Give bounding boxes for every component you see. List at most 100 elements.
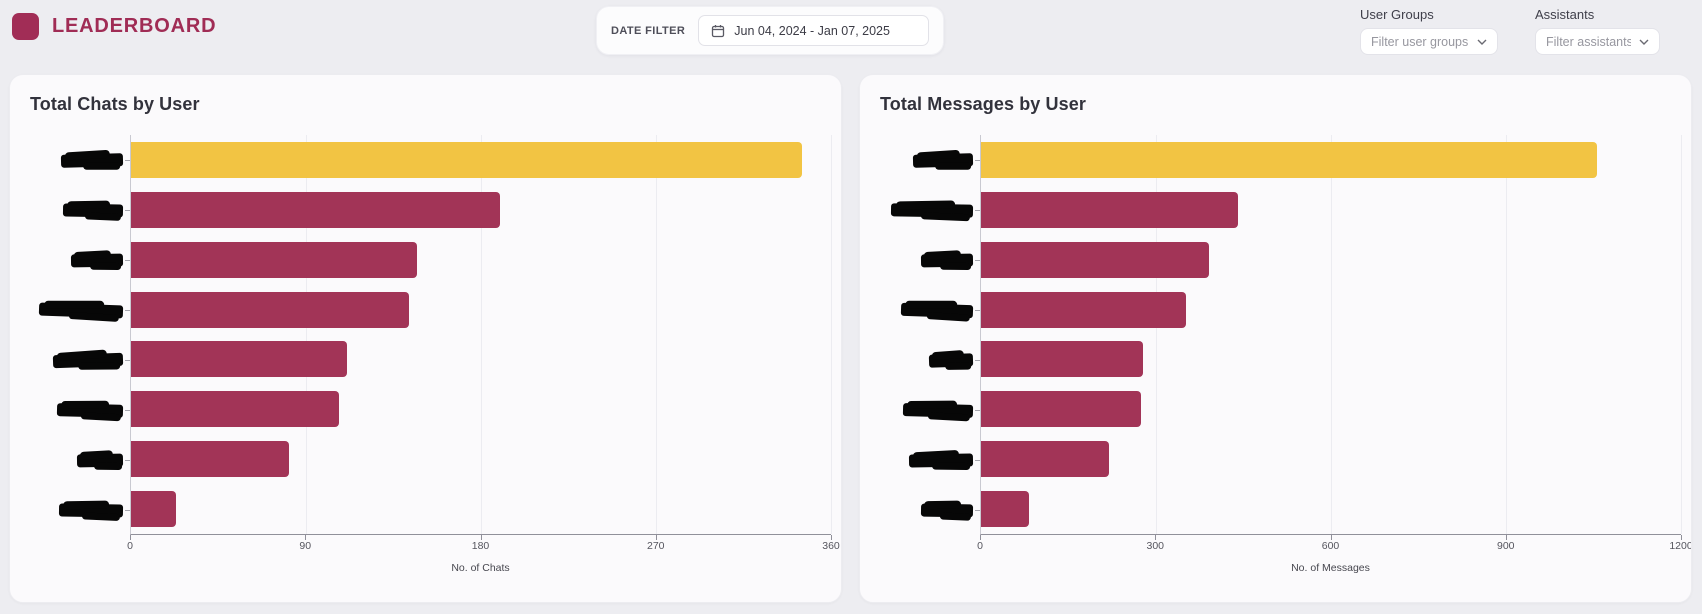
bar-row (981, 185, 1681, 235)
date-filter-label: DATE FILTER (611, 24, 686, 37)
bar-row (131, 185, 831, 235)
tick-mark (655, 535, 657, 540)
y-axis-label-row (880, 435, 980, 485)
y-tick-mark (975, 410, 980, 411)
bar-rank-3 (131, 241, 417, 278)
user-groups-select[interactable]: Filter user groups... (1360, 28, 1498, 55)
tick-label: 1200 (1669, 540, 1692, 552)
user-groups-placeholder: Filter user groups... (1371, 34, 1469, 49)
tick-mark (980, 535, 981, 540)
redacted-user-label (920, 503, 974, 517)
bar-row (131, 235, 831, 285)
tick-mark (130, 535, 131, 540)
gridline (1506, 135, 1507, 534)
tick-label: 0 (977, 540, 983, 552)
bar-rank-7 (981, 441, 1110, 478)
redacted-user-label (62, 202, 124, 218)
redacted-user-label (920, 253, 974, 267)
redacted-user-label (38, 302, 124, 318)
tick-label: 180 (471, 540, 490, 552)
total-chats-card: Total Chats by User 0 90 180 270 360 No. of … (9, 74, 842, 603)
bar-row (981, 285, 1681, 335)
y-tick-mark (125, 360, 130, 361)
gridline (481, 135, 482, 534)
bar-row (131, 434, 831, 484)
tick-label: 600 (1321, 540, 1340, 552)
y-axis-label-row (30, 185, 130, 235)
bar-row (981, 335, 1681, 385)
y-tick-mark (975, 460, 980, 461)
y-tick-mark (975, 360, 980, 361)
x-axis-ticks: 0 300 600 900 1200 (977, 535, 1691, 552)
date-range-value: Jun 04, 2024 - Jan 07, 2025 (734, 23, 890, 38)
y-axis-label-row (880, 285, 980, 335)
bar-row (131, 285, 831, 335)
user-groups-filter: User Groups Filter user groups... (1360, 7, 1498, 55)
brand: LEADERBOARD (12, 13, 216, 40)
redacted-user-label (70, 253, 124, 267)
y-tick-mark (975, 310, 980, 311)
gridline (1156, 135, 1157, 534)
y-tick-mark (125, 410, 130, 411)
tick-mark (1330, 535, 1332, 540)
redacted-user-label (908, 452, 974, 468)
bar-rank-7 (131, 441, 289, 478)
tick-mark (305, 535, 307, 540)
bar-row (981, 235, 1681, 285)
bar-row (131, 135, 831, 185)
y-tick-mark (125, 160, 130, 161)
y-axis-label-row (30, 385, 130, 435)
y-tick-mark (125, 510, 130, 511)
y-axis-label-row (30, 485, 130, 535)
y-axis-label-row (30, 285, 130, 335)
total-chats-bar-chart: 0 90 180 270 360 No. of Chats (30, 135, 841, 574)
assistants-filter: Assistants Filter assistants... (1535, 7, 1660, 55)
x-axis-label-messages: No. of Messages (1291, 562, 1370, 574)
y-tick-mark (125, 460, 130, 461)
bar-rank-6 (981, 391, 1142, 428)
tick-label: 90 (299, 540, 312, 552)
bar-rank-2 (981, 191, 1238, 228)
page-title: LEADERBOARD (52, 15, 217, 37)
bar-rank-1 (981, 141, 1597, 178)
y-tick-mark (975, 160, 980, 161)
redacted-user-label (912, 152, 974, 168)
redacted-user-label (928, 352, 974, 368)
bar-rank-4 (131, 291, 410, 328)
tick-label: 270 (646, 540, 665, 552)
y-axis-label-row (30, 435, 130, 485)
bar-row (981, 434, 1681, 484)
y-tick-mark (125, 310, 130, 311)
y-axis-label-row (880, 485, 980, 535)
x-axis-label-chats: No. of Chats (451, 562, 510, 574)
date-filter-container: DATE FILTER Jun 04, 2024 - Jan 07, 2025 (596, 6, 944, 55)
assistants-select[interactable]: Filter assistants... (1535, 28, 1660, 55)
bar-row (131, 384, 831, 434)
tick-mark (1505, 535, 1507, 540)
gridline (831, 135, 832, 534)
tick-mark (480, 535, 482, 540)
redacted-user-label (52, 352, 124, 368)
gridline (306, 135, 307, 534)
tick-label: 0 (127, 540, 133, 552)
bar-rank-5 (981, 341, 1144, 378)
assistants-placeholder: Filter assistants... (1546, 34, 1631, 49)
chart-title-chats: Total Chats by User (30, 94, 200, 114)
date-range-input[interactable]: Jun 04, 2024 - Jan 07, 2025 (698, 15, 929, 46)
tick-label: 360 (822, 540, 840, 552)
y-axis-label-row (880, 135, 980, 185)
app-logo-icon (12, 13, 39, 40)
total-messages-bar-chart: 0 300 600 900 1200 No. of Messages (880, 135, 1691, 574)
bar-row (131, 335, 831, 385)
top-bar: LEADERBOARD DATE FILTER Jun 04, 2024 - J… (0, 0, 1702, 66)
y-tick-mark (125, 260, 130, 261)
bar-rank-3 (981, 241, 1209, 278)
bar-rank-4 (981, 291, 1187, 328)
bar-rank-1 (131, 141, 802, 178)
bar-rank-8 (981, 491, 1029, 528)
calendar-icon (711, 24, 725, 38)
y-tick-mark (975, 260, 980, 261)
y-axis-label-row (30, 335, 130, 385)
redacted-user-label (900, 302, 974, 318)
tick-mark (1681, 535, 1682, 540)
